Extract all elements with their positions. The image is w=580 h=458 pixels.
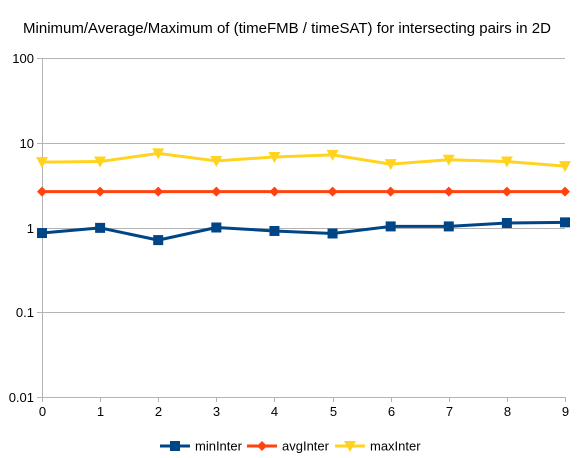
series-line-maxInter (41, 151, 566, 168)
data-point-avgInter (327, 186, 338, 197)
data-point-avgInter (501, 186, 512, 197)
data-point-minInter (269, 225, 280, 236)
data-point-maxInter (210, 155, 223, 167)
legend: minInter avgInter maxInter (160, 439, 421, 454)
x-tick-label: 0 (39, 404, 46, 419)
data-point-minInter (560, 217, 570, 228)
data-point-minInter (385, 221, 396, 232)
data-point-minInter (153, 235, 164, 246)
data-point-minInter (327, 228, 338, 239)
data-point-maxInter (326, 149, 339, 161)
x-tick-label: 8 (504, 404, 511, 419)
data-point-minInter (37, 228, 47, 239)
data-point-maxInter (268, 151, 281, 163)
y-tick-label: 0.01 (9, 390, 34, 405)
x-tick-label: 1 (97, 404, 104, 419)
data-point-minInter (211, 222, 222, 233)
x-tick-label: 9 (562, 404, 569, 419)
data-point-minInter (95, 222, 106, 233)
data-point-maxInter (36, 157, 48, 169)
data-point-avgInter (211, 186, 222, 197)
y-tick-label: 100 (12, 51, 34, 66)
data-point-avgInter (37, 186, 47, 197)
data-point-avgInter (443, 186, 454, 197)
data-point-avgInter (560, 186, 570, 197)
x-tick-label: 6 (388, 404, 395, 419)
data-point-avgInter (269, 186, 280, 197)
x-tick-label: 7 (446, 404, 453, 419)
data-point-minInter (501, 218, 512, 229)
data-point-maxInter (442, 154, 455, 166)
data-point-maxInter (152, 148, 165, 160)
legend-label-minInter: minInter (195, 439, 243, 454)
data-point-avgInter (95, 186, 106, 197)
legend-marker-maxInter (344, 441, 356, 452)
y-tick-label: 1 (27, 221, 34, 236)
data-point-avgInter (385, 186, 396, 197)
legend-label-avgInter: avgInter (282, 439, 330, 454)
data-point-maxInter (94, 156, 107, 168)
data-point-minInter (443, 221, 454, 232)
data-point-maxInter (500, 156, 513, 168)
legend-marker-minInter (170, 441, 180, 451)
chart-title: Minimum/Average/Maximum of (timeFMB / ti… (23, 20, 551, 37)
legend-marker-avgInter (257, 441, 267, 451)
legend-label-maxInter: maxInter (370, 439, 421, 454)
axes: 100 10 1 0.1 0.01 0 1 2 3 4 5 6 7 8 9 (9, 51, 569, 419)
x-tick-label: 3 (213, 404, 220, 419)
x-tick-label: 4 (271, 404, 278, 419)
series (36, 148, 571, 246)
data-point-avgInter (153, 186, 164, 197)
y-tick-label: 0.1 (16, 305, 34, 320)
x-tick-label: 2 (155, 404, 162, 419)
x-tick-label: 5 (330, 404, 337, 419)
data-point-maxInter (559, 161, 571, 173)
data-point-maxInter (384, 159, 397, 171)
grid (37, 58, 565, 398)
y-tick-label: 10 (20, 136, 34, 151)
series-line-minInter (41, 220, 566, 242)
